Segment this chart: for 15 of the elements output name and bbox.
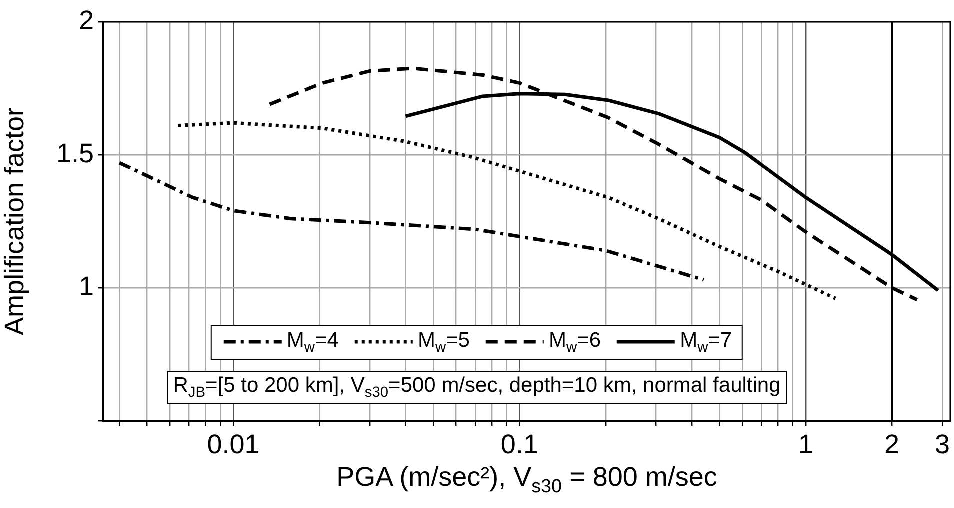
legend-label: M$_{w}$=5 [418,328,470,356]
x-tick-label: 1 [798,430,814,460]
legend-label: M$_{w}$=4 [286,328,339,356]
x-tick-label: 0.01 [207,430,260,460]
y-tick-label: 1 [78,271,94,302]
x-axis-title: PGA (m/sec²), V$_{s30}$ = 800 m/sec [336,462,718,498]
legend-label: M$_{w}$=7 [680,328,732,356]
x-tick-label: 0.1 [500,430,538,460]
y-tick-label: 1.5 [56,138,94,168]
annotation: R$_{JB}$=[5 to 200 km], V$_{s30}$=500 m/sec, depth=10 km, normal faulting [167,370,787,404]
x-tick-label: 3 [934,430,950,460]
legend-label: M$_{w}$=6 [549,328,602,356]
y-tick-label: 2 [78,5,94,36]
x-tick-label: 2 [884,430,900,460]
y-axis-title: Amplification factor [0,107,30,336]
